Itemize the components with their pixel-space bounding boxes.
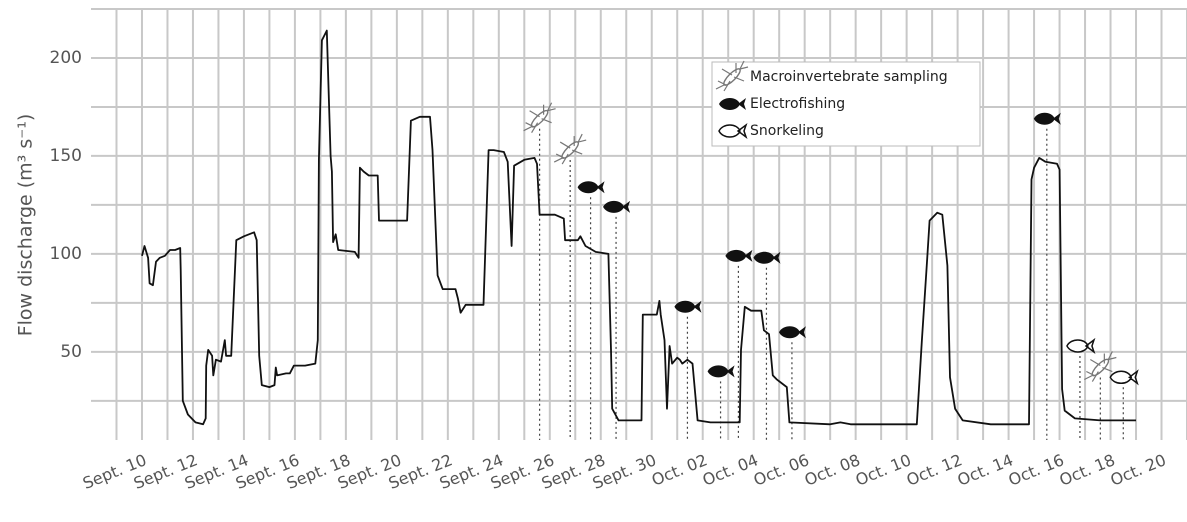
event-marker <box>603 200 631 213</box>
legend-icon-part <box>721 68 733 76</box>
legend-icon-part <box>715 84 725 90</box>
legend-box <box>711 61 981 147</box>
x-tick-label: Oct. 06 <box>751 450 812 489</box>
event-marker-part <box>561 153 569 165</box>
event-marker-part <box>603 200 631 213</box>
event-marker-part <box>1091 371 1099 382</box>
event-marker-part <box>778 326 806 339</box>
event-marker-part <box>1109 369 1139 386</box>
y-tick-label: 100 <box>50 244 82 264</box>
event-marker <box>707 365 735 378</box>
grid <box>91 8 1187 440</box>
event-marker-part <box>577 133 583 143</box>
x-tick-label: Oct. 12 <box>904 450 965 489</box>
event-marker-part <box>559 141 571 149</box>
y-tick-label: 200 <box>50 48 82 68</box>
event-marker <box>553 133 587 165</box>
legend-icon-part <box>739 60 745 70</box>
legend-icon-part <box>723 80 731 92</box>
event-marker <box>778 326 806 339</box>
event-marker-part <box>674 300 702 313</box>
event-marker-part <box>525 122 534 128</box>
x-tick-label: Oct. 02 <box>649 450 710 489</box>
event-marker-part <box>1107 351 1113 360</box>
event-marker <box>1084 351 1117 382</box>
x-tick-label: Oct. 16 <box>1006 450 1067 489</box>
event-marker-part <box>725 249 753 262</box>
flow-line <box>141 29 1136 426</box>
event-marker-part <box>1102 366 1113 373</box>
x-tick-label: Oct. 08 <box>802 450 863 489</box>
legend-label: Macroinvertebrate sampling <box>750 69 948 85</box>
event-marker <box>725 249 753 262</box>
legend-icon-part <box>733 76 745 82</box>
event-marker-part <box>1066 337 1096 355</box>
event-marker-part <box>555 153 565 159</box>
y-tick-label: 150 <box>50 146 82 166</box>
x-tick-label: Oct. 04 <box>700 450 761 489</box>
event-marker-part <box>578 139 587 143</box>
event-marker <box>674 300 702 313</box>
legend: Macroinvertebrate sampling Electrofishing… <box>711 60 981 147</box>
event-marker-part <box>541 118 552 124</box>
legend-icon-part <box>739 66 749 70</box>
x-tick-label: Oct. 18 <box>1057 450 1118 489</box>
event-marker <box>1033 112 1061 125</box>
event-marker <box>523 102 556 134</box>
legend-label: Electrofishing <box>750 96 845 112</box>
event-marker-part <box>547 102 553 111</box>
event-marker-part <box>553 157 563 163</box>
legend-label: Snorkeling <box>750 123 824 139</box>
x-tick-label: Oct. 10 <box>853 450 914 489</box>
event-marker-part <box>1086 370 1095 377</box>
event-marker-part <box>1090 358 1101 367</box>
event-marker <box>753 251 781 264</box>
y-axis-label: Flow discharge (m³ s⁻¹) <box>15 114 37 337</box>
event-marker-part <box>523 126 532 132</box>
legend-icon-part <box>719 98 746 110</box>
legend-icon <box>718 122 748 140</box>
x-tick-label: Oct. 14 <box>955 450 1016 489</box>
legend-icon-part <box>718 122 748 140</box>
event-marker-part <box>529 110 540 118</box>
event-marker-part <box>753 251 781 264</box>
x-tick-label: Oct. 20 <box>1108 450 1169 489</box>
event-marker-part <box>571 149 583 155</box>
event-marker-part <box>1108 356 1117 361</box>
legend-icon-part <box>717 80 727 86</box>
event-marker-part <box>1084 374 1093 381</box>
event-marker-part <box>1033 112 1061 125</box>
event-marker-part <box>577 181 605 194</box>
event-marker-part <box>531 122 539 134</box>
event-marker-part <box>707 365 735 378</box>
event-marker <box>1109 369 1139 386</box>
y-tick-label: 50 <box>60 342 82 362</box>
legend-icon <box>715 60 749 92</box>
legend-icon <box>719 98 746 110</box>
event-marker-part <box>547 108 556 112</box>
event-marker <box>1066 337 1096 355</box>
event-marker <box>577 181 605 194</box>
